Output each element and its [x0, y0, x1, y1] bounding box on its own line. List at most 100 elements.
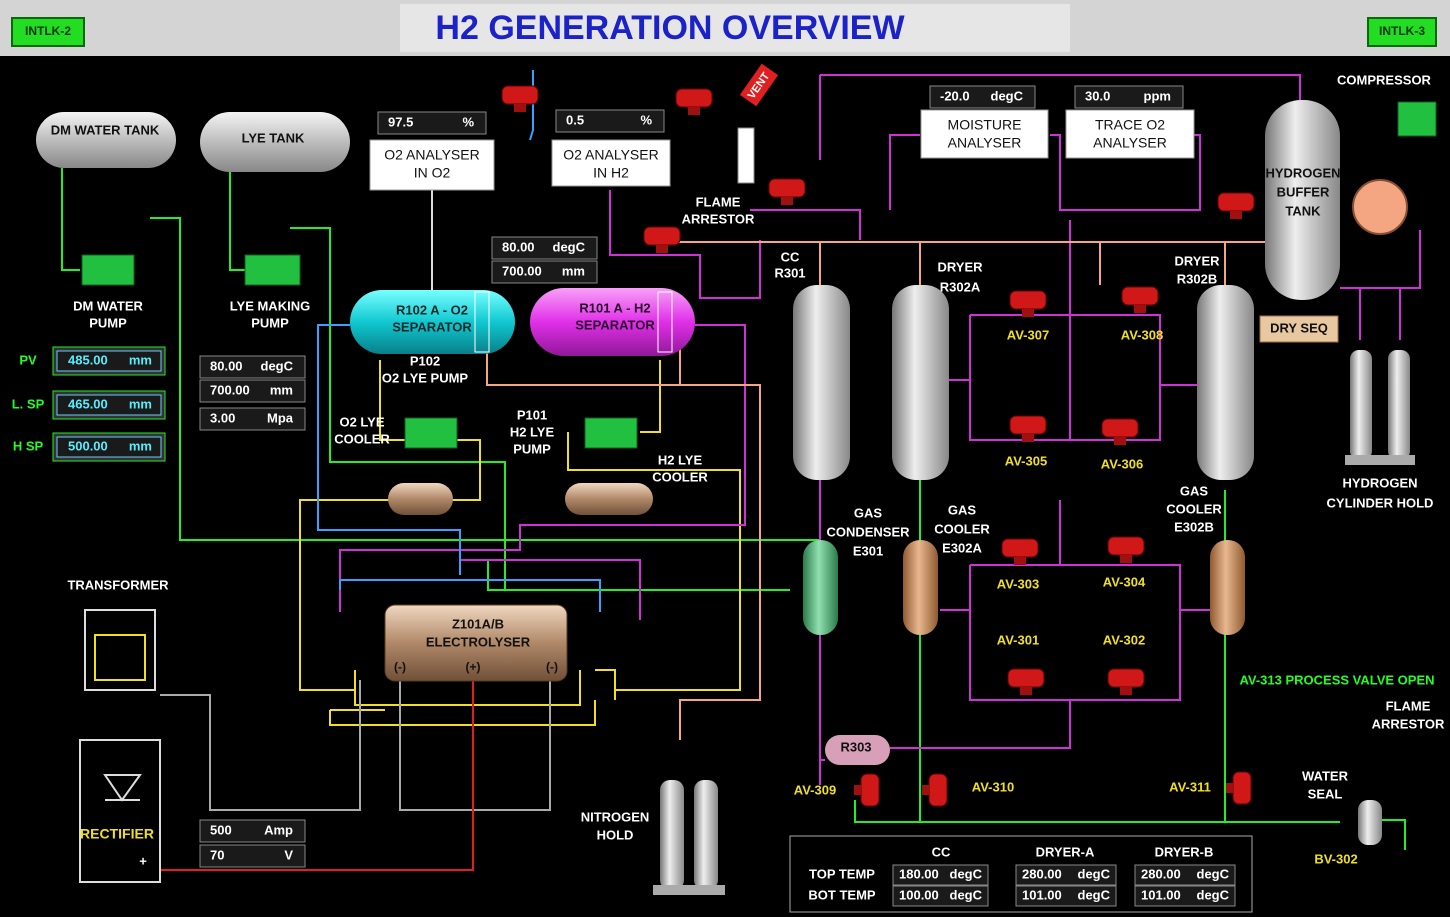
hmi-screen: H2 GENERATION OVERVIEWINTLK-2INTLK-3DM W… [0, 0, 1450, 917]
analyser-label: ANALYSER [1093, 135, 1167, 151]
valve-actuator [1022, 309, 1034, 317]
valve-actuator [781, 197, 793, 205]
value: 700.00 [502, 263, 542, 278]
pump-label: P101 [517, 407, 547, 422]
value: 100.00 [899, 887, 939, 902]
compressor-label: COMPRESSOR [1337, 72, 1432, 87]
screen-title: H2 GENERATION OVERVIEW [435, 9, 905, 47]
value: 30.0 [1085, 88, 1110, 103]
unit: mm [270, 382, 293, 397]
column-header: DRYER-B [1155, 844, 1214, 859]
valve-actuator [1120, 555, 1132, 563]
valve-actuator [1230, 211, 1242, 219]
valve-body [1233, 772, 1251, 804]
analyser-label: MOISTURE [948, 117, 1022, 133]
unit: degC [991, 88, 1024, 103]
value: 465.00 [68, 396, 108, 411]
arrestor-label: ARRESTOR [682, 211, 755, 226]
seal-label: SEAL [1308, 786, 1343, 801]
valve-label: AV-309 [794, 782, 836, 797]
valve-body [1010, 416, 1046, 434]
valve-actuator [514, 104, 526, 112]
arrestor-label: FLAME [696, 194, 741, 209]
valve-body [1218, 193, 1254, 211]
valve-actuator [688, 107, 700, 115]
separator-label: SEPARATOR [392, 319, 472, 334]
level-label: PV [19, 352, 37, 367]
analyser-label: IN H2 [593, 165, 629, 181]
valve-label: AV-311 [1169, 779, 1211, 794]
dryer-label: R302A [940, 279, 981, 294]
page: H2 GENERATION OVERVIEWINTLK-2INTLK-3DM W… [0, 0, 1450, 917]
valve-body [1102, 419, 1138, 437]
valve-body [769, 179, 805, 197]
pump-label: LYE MAKING [230, 298, 310, 313]
valve-label: AV-307 [1007, 327, 1049, 342]
value: 180.00 [899, 866, 939, 881]
cooler-label: GAS [1180, 483, 1209, 498]
value: 500 [210, 822, 232, 837]
analyser-label: O2 ANALYSER [563, 147, 658, 163]
valve-label: AV-305 [1005, 453, 1047, 468]
value: 101.00 [1022, 887, 1062, 902]
tank-label: LYE TANK [242, 130, 305, 145]
tank-label: DM WATER TANK [51, 122, 160, 137]
valve-body [1108, 537, 1144, 555]
terminal-label: (+) [466, 660, 481, 674]
cooler-label: H2 LYE [658, 452, 703, 467]
valve-actuator [1134, 305, 1146, 313]
unit: degC [950, 887, 983, 902]
pump-label: P102 [410, 353, 440, 368]
transformer-label: TRANSFORMER [67, 577, 169, 592]
valve-body [644, 227, 680, 245]
pump-label: PUMP [251, 315, 289, 330]
valve-label: AV-303 [997, 576, 1039, 591]
tank-label: HYDROGEN [1265, 165, 1340, 180]
valve-body [1122, 287, 1158, 305]
valve-label: AV-310 [972, 779, 1014, 794]
value: 485.00 [68, 352, 108, 367]
level-label: L. SP [12, 396, 45, 411]
analyser-label: IN O2 [414, 165, 451, 181]
value: 700.00 [210, 382, 250, 397]
seal-label: WATER [1302, 768, 1349, 783]
tank-label: TANK [1285, 203, 1321, 218]
value: 97.5 [388, 114, 413, 129]
value: 280.00 [1141, 866, 1181, 881]
separator-label: SEPARATOR [575, 317, 655, 332]
cooler-label: GAS [854, 505, 883, 520]
valve-actuator [656, 245, 668, 253]
valve-label: BV-302 [1314, 851, 1357, 866]
dryer-label: CC [781, 249, 800, 264]
terminal-label: (-) [394, 660, 406, 674]
cooler-label: COOLER [652, 469, 708, 484]
cooler-label: GAS [948, 502, 977, 517]
analyser-label: ANALYSER [948, 135, 1022, 151]
valve-body [502, 86, 538, 104]
cooler-label: E302B [1174, 519, 1214, 534]
pump-label: H2 LYE [510, 424, 555, 439]
column-header: DRYER-A [1036, 844, 1095, 859]
value: 80.00 [210, 358, 243, 373]
value: 80.00 [502, 239, 535, 254]
dryer-label: R302B [1177, 271, 1217, 286]
electrolyser-label: ELECTROLYSER [426, 634, 531, 649]
rectifier-label: RECTIFIER [80, 826, 154, 842]
valve-label: AV-306 [1101, 456, 1143, 471]
arrestor-label: ARRESTOR [1372, 716, 1445, 731]
pump-label: DM WATER [73, 298, 143, 313]
button-label: INTLK-2 [25, 24, 71, 38]
row-label: BOT TEMP [808, 887, 875, 902]
unit: V [284, 847, 293, 862]
valve-label: AV-302 [1103, 632, 1145, 647]
dryer-label: DRYER [1174, 253, 1220, 268]
arrestor-label: FLAME [1386, 698, 1431, 713]
valve-actuator [1014, 557, 1026, 565]
valve-body [676, 89, 712, 107]
cooler-label: O2 LYE [339, 414, 384, 429]
unit: mm [129, 438, 152, 453]
valve-label: AV-304 [1103, 574, 1146, 589]
analyser-label: O2 ANALYSER [384, 147, 479, 163]
separator-label: R102 A - O2 [396, 302, 468, 317]
dryer-label: DRYER [937, 259, 983, 274]
